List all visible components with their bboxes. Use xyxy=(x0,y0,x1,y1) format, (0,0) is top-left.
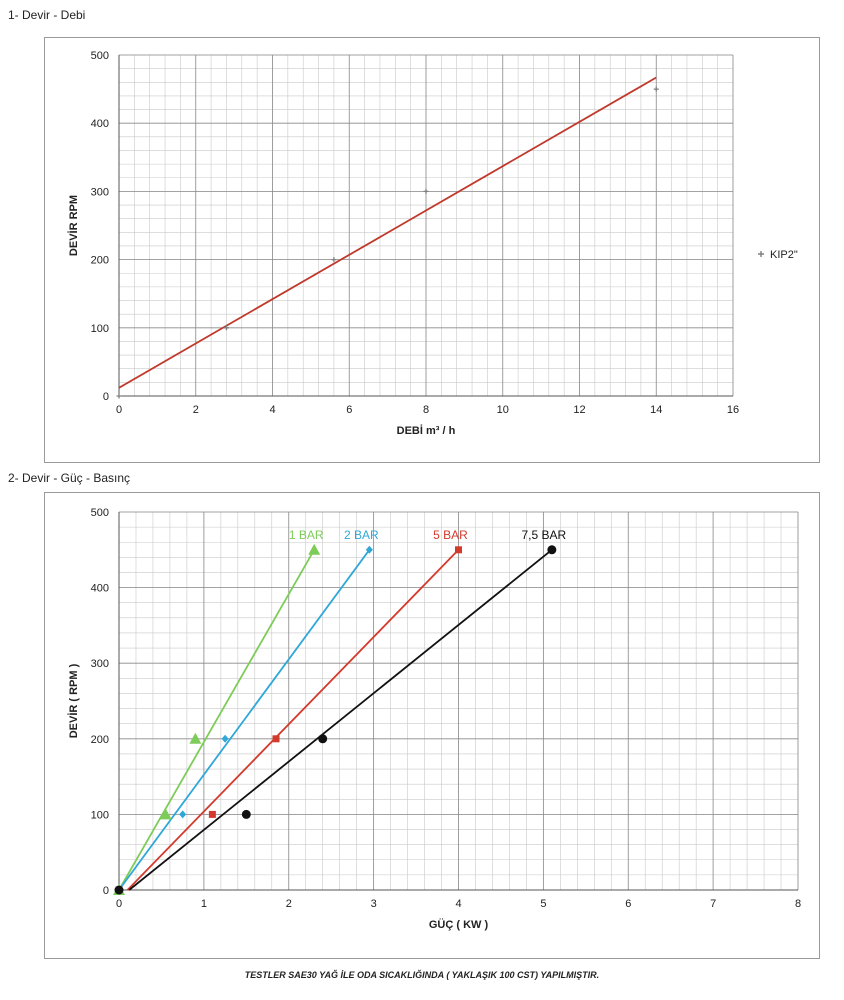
series-label: 1 BAR xyxy=(289,528,324,542)
series-line xyxy=(118,549,371,891)
series-line xyxy=(126,549,460,891)
data-point xyxy=(116,393,122,399)
y-tick-label: 0 xyxy=(103,885,109,897)
x-tick-label: 6 xyxy=(346,404,352,416)
data-point xyxy=(423,188,429,194)
x-tick-label: 1 xyxy=(201,898,207,910)
chart2-frame: 0 100 200 300 400 500 0 1 2 3 4 5 6 7 8 GÜÇ ( KW ) DEVİR… xyxy=(44,492,820,959)
chart2-svg: 0 100 200 300 400 500 0 1 2 3 4 5 6 7 8 GÜÇ ( KW ) DEVİR… xyxy=(67,507,801,931)
x-tick-label: 8 xyxy=(423,404,429,416)
data-point xyxy=(653,86,659,92)
series-line xyxy=(118,549,315,891)
y-tick-label: 100 xyxy=(91,323,109,335)
series-label: 2 BAR xyxy=(344,528,379,542)
x-tick-label: 7 xyxy=(710,898,716,910)
data-point xyxy=(308,543,321,555)
x-tick-label: 6 xyxy=(625,898,631,910)
data-point xyxy=(241,809,251,819)
data-point xyxy=(223,325,229,331)
y-tick-label: 200 xyxy=(91,734,109,746)
y-tick-label: 500 xyxy=(91,50,109,62)
legend-label: KIP2" xyxy=(770,249,798,261)
x-tick-label: 16 xyxy=(727,404,739,416)
y-tick-label: 500 xyxy=(91,507,109,519)
data-point xyxy=(179,810,187,819)
y-tick-label: 300 xyxy=(91,658,109,670)
data-point xyxy=(272,735,280,743)
series-line xyxy=(128,549,553,891)
y-tick-label: 300 xyxy=(91,186,109,198)
data-point xyxy=(455,546,462,554)
data-point xyxy=(221,734,229,743)
y-axis-title: DEVİR RPM xyxy=(67,195,80,256)
series-label: 5 BAR xyxy=(433,528,468,542)
footer-note: TESTLER SAE30 YAĞ İLE ODA SICAKLIĞINDA (… xyxy=(244,970,600,980)
y-tick-label: 400 xyxy=(91,118,109,130)
trendline xyxy=(118,76,657,389)
x-tick-label: 5 xyxy=(540,898,546,910)
data-point xyxy=(114,885,124,895)
data-point xyxy=(208,810,216,818)
y-tick-label: 400 xyxy=(91,583,109,595)
data-point xyxy=(159,808,172,820)
data-point xyxy=(189,732,202,744)
series-label: 7,5 BAR xyxy=(522,528,567,542)
x-tick-label: 4 xyxy=(455,898,461,910)
y-tick-label: 100 xyxy=(91,809,109,821)
x-tick-label: 14 xyxy=(650,404,662,416)
data-point xyxy=(365,545,373,554)
chart2-section-title: 2- Devir - Güç - Basınç xyxy=(8,471,131,485)
x-axis-title: GÜÇ ( KW ) xyxy=(429,918,489,931)
chart1-section-title: 1- Devir - Debi xyxy=(8,8,86,22)
chart1-svg: 0 100 200 300 400 500 0 2 4 6 8 10 12 14 16 DEBİ m³ / h… xyxy=(67,50,798,437)
chart1-frame: 0 100 200 300 400 500 0 2 4 6 8 10 12 14 16 DEBİ m³ / h… xyxy=(44,37,820,463)
y-tick-label: 0 xyxy=(103,391,109,403)
x-tick-label: 10 xyxy=(497,404,509,416)
x-tick-label: 12 xyxy=(573,404,585,416)
x-tick-label: 3 xyxy=(371,898,377,910)
x-tick-label: 0 xyxy=(116,404,122,416)
x-tick-label: 0 xyxy=(116,898,122,910)
x-axis-title: DEBİ m³ / h xyxy=(397,424,456,437)
y-axis-title: DEVİR ( RPM ) xyxy=(67,663,80,738)
x-tick-label: 2 xyxy=(286,898,292,910)
gridlines xyxy=(118,54,734,397)
data-point xyxy=(331,257,337,263)
legend-marker xyxy=(758,251,764,257)
data-point xyxy=(318,734,328,744)
x-tick-label: 4 xyxy=(269,404,275,416)
y-tick-label: 200 xyxy=(91,255,109,267)
gridlines xyxy=(118,511,799,891)
x-tick-label: 8 xyxy=(795,898,801,910)
data-point xyxy=(547,545,557,555)
x-tick-label: 2 xyxy=(193,404,199,416)
